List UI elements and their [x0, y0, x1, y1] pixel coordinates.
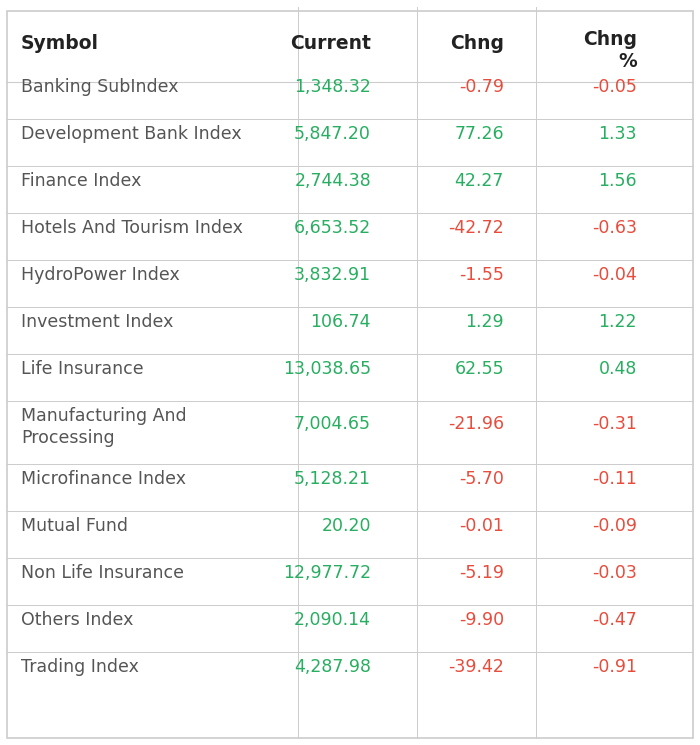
Text: -0.91: -0.91 — [592, 658, 637, 676]
Text: -42.72: -42.72 — [448, 219, 504, 237]
Text: 4,287.98: 4,287.98 — [294, 658, 371, 676]
Text: 6,653.52: 6,653.52 — [294, 219, 371, 237]
Text: -0.11: -0.11 — [592, 470, 637, 488]
Text: Development Bank Index: Development Bank Index — [21, 125, 241, 143]
Text: -0.47: -0.47 — [592, 611, 637, 629]
Text: 106.74: 106.74 — [311, 313, 371, 331]
Text: 12,977.72: 12,977.72 — [283, 564, 371, 582]
Text: -1.55: -1.55 — [459, 266, 504, 284]
Text: 5,128.21: 5,128.21 — [294, 470, 371, 488]
Text: -0.09: -0.09 — [592, 517, 637, 535]
Text: -0.03: -0.03 — [592, 564, 637, 582]
Text: 2,744.38: 2,744.38 — [294, 172, 371, 190]
Text: 3,832.91: 3,832.91 — [294, 266, 371, 284]
Text: Investment Index: Investment Index — [21, 313, 174, 331]
Text: Current: Current — [290, 34, 371, 53]
Text: -0.31: -0.31 — [592, 415, 637, 433]
Text: 7,004.65: 7,004.65 — [294, 415, 371, 433]
Text: Others Index: Others Index — [21, 611, 134, 629]
Text: -5.70: -5.70 — [459, 470, 504, 488]
Text: 1.22: 1.22 — [598, 313, 637, 331]
Text: 0.48: 0.48 — [598, 360, 637, 378]
Text: -21.96: -21.96 — [448, 415, 504, 433]
Text: Life Insurance: Life Insurance — [21, 360, 144, 378]
Text: 1.29: 1.29 — [466, 313, 504, 331]
Text: Chng
%: Chng % — [583, 30, 637, 71]
Text: Hotels And Tourism Index: Hotels And Tourism Index — [21, 219, 243, 237]
Text: 62.55: 62.55 — [454, 360, 504, 378]
Text: Mutual Fund: Mutual Fund — [21, 517, 128, 535]
FancyBboxPatch shape — [7, 11, 693, 738]
Text: -0.63: -0.63 — [592, 219, 637, 237]
Text: Finance Index: Finance Index — [21, 172, 141, 190]
Text: -0.01: -0.01 — [459, 517, 504, 535]
Text: 1.56: 1.56 — [598, 172, 637, 190]
Text: -5.19: -5.19 — [459, 564, 504, 582]
Text: -0.04: -0.04 — [592, 266, 637, 284]
Text: -39.42: -39.42 — [448, 658, 504, 676]
Text: HydroPower Index: HydroPower Index — [21, 266, 180, 284]
Text: 5,847.20: 5,847.20 — [294, 125, 371, 143]
Text: Manufacturing And
Processing: Manufacturing And Processing — [21, 407, 187, 447]
Text: 77.26: 77.26 — [454, 125, 504, 143]
Text: -0.79: -0.79 — [459, 78, 504, 96]
Text: Banking SubIndex: Banking SubIndex — [21, 78, 178, 96]
Text: -0.05: -0.05 — [592, 78, 637, 96]
Text: 20.20: 20.20 — [321, 517, 371, 535]
Text: Trading Index: Trading Index — [21, 658, 139, 676]
Text: 1.33: 1.33 — [598, 125, 637, 143]
Text: 2,090.14: 2,090.14 — [294, 611, 371, 629]
Text: 1,348.32: 1,348.32 — [294, 78, 371, 96]
Text: Chng: Chng — [450, 34, 504, 53]
Text: -9.90: -9.90 — [459, 611, 504, 629]
Text: 42.27: 42.27 — [454, 172, 504, 190]
Text: 13,038.65: 13,038.65 — [283, 360, 371, 378]
Text: Microfinance Index: Microfinance Index — [21, 470, 186, 488]
Text: Non Life Insurance: Non Life Insurance — [21, 564, 184, 582]
Text: Symbol: Symbol — [21, 34, 99, 53]
